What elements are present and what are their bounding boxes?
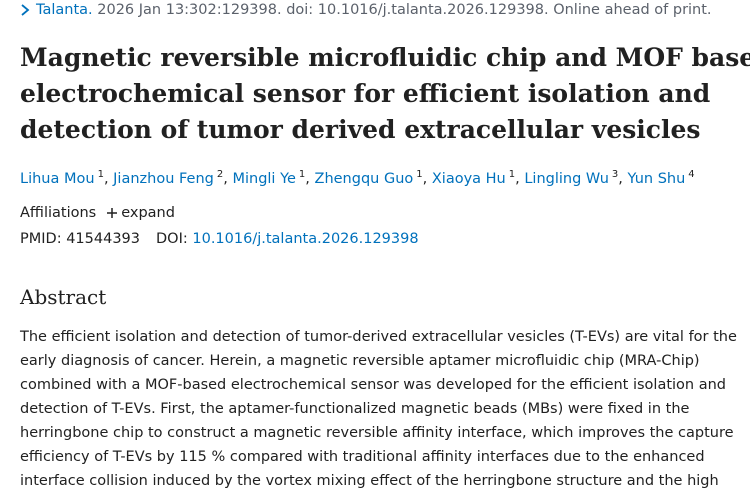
author-name[interactable]: Lihua Mou	[20, 170, 95, 187]
author-affiliation[interactable]: 2	[216, 169, 224, 180]
author: Xiaoya Hu 1	[431, 169, 524, 187]
pmid: 41544393	[66, 231, 141, 247]
abstract-text: The efficient isolation and detection of…	[20, 325, 737, 493]
author: Mingli Ye 1	[232, 169, 314, 187]
article-title: Magnetic reversible microfluidic chip an…	[20, 40, 750, 148]
author: Jianzhou Feng 2	[113, 169, 232, 187]
title-line: Magnetic reversible microfluidic chip an…	[20, 43, 750, 72]
doi-label: DOI:	[156, 231, 188, 247]
pmid-label: PMID:	[20, 231, 62, 247]
citation-details: 2026 Jan 13:302:129398. doi: 10.1016/j.t…	[97, 2, 712, 18]
author-affiliation[interactable]: 3	[611, 169, 619, 180]
author-name[interactable]: Zhengqu Guo	[314, 170, 414, 187]
plus-icon[interactable]	[106, 207, 118, 219]
affiliations-label: Affiliations	[20, 205, 97, 221]
author-name[interactable]: Xiaoya Hu	[431, 170, 506, 187]
author-affiliation[interactable]: 4	[688, 169, 695, 180]
abstract-line: detection of T-EVs. First, the aptamer-f…	[20, 401, 690, 417]
author-list: Lihua Mou1Jianzhou Feng2Mingli Ye1Zhengq…	[20, 169, 695, 187]
author-name[interactable]: Yun Shu	[627, 170, 686, 187]
author-name[interactable]: Jianzhou Feng	[113, 170, 214, 187]
doi-link[interactable]: 10.1016/j.talanta.2026.129398	[192, 231, 419, 247]
title-line: detection of tumor derived extracellular…	[20, 115, 701, 144]
identifiers: PMID: 41544393 DOI: 10.1016/j.talanta.202…	[20, 231, 419, 247]
chevron-icon	[21, 4, 30, 16]
expand-toggle[interactable]: expand	[121, 205, 175, 221]
author: Yun Shu 4	[627, 169, 695, 187]
author-name[interactable]: Mingli Ye	[232, 170, 296, 187]
title-line: electrochemical sensor for efficient iso…	[20, 79, 711, 108]
author-affiliation[interactable]: 1	[416, 169, 423, 180]
abstract-line: The efficient isolation and detection of…	[20, 329, 737, 345]
citation: Talanta. 2026 Jan 13:302:129398. doi: 10…	[20, 2, 712, 18]
author-name[interactable]: Lingling Wu	[524, 170, 609, 187]
journal-link[interactable]: Talanta.	[36, 2, 93, 18]
author: Lihua Mou 1	[20, 169, 113, 187]
affiliations: Affiliations expand	[20, 205, 175, 221]
abstract-line: early diagnosis of cancer. Herein, a mag…	[20, 353, 700, 369]
abstract-heading: Abstract	[20, 285, 107, 309]
author: Lingling Wu 3	[524, 169, 627, 187]
author: Zhengqu Guo 1	[314, 169, 432, 187]
author-affiliation[interactable]: 1	[298, 169, 306, 180]
author-affiliation[interactable]: 1	[508, 169, 516, 180]
abstract-line: herringbone chip to construct a magnetic…	[20, 425, 734, 441]
abstract-line: interface collision induced by the vorte…	[20, 473, 719, 489]
abstract-line: combined with a MOF-based electrochemica…	[20, 377, 727, 393]
author-affiliation[interactable]: 1	[97, 169, 104, 180]
abstract-line: efficiency of T-EVs by 115 % compared wi…	[20, 449, 705, 465]
